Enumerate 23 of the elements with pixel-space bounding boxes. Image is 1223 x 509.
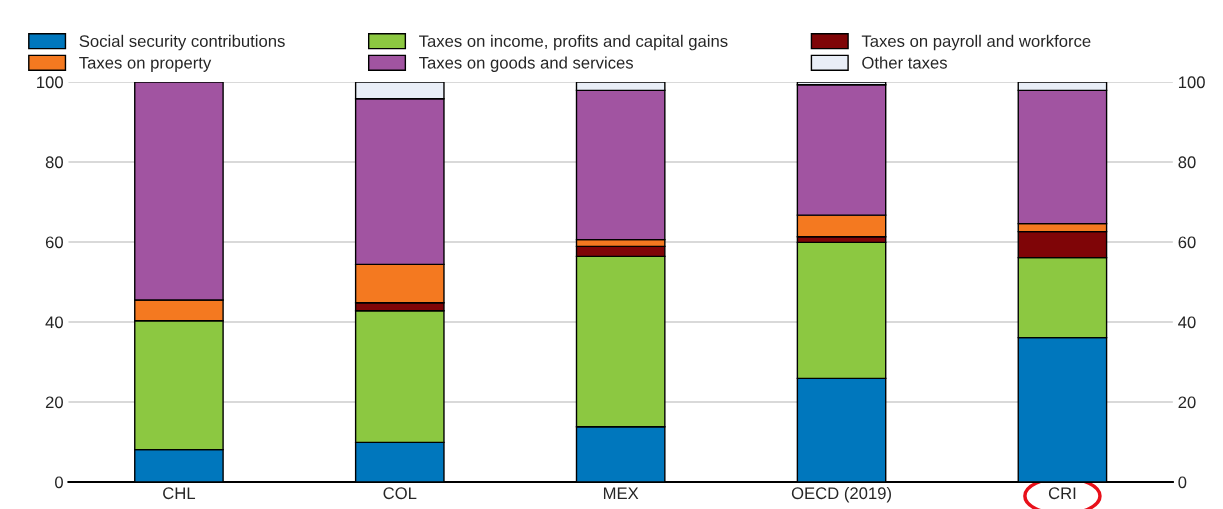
y2-tick-label: 40 <box>1178 316 1196 329</box>
y2-tick-label: 20 <box>1178 396 1196 409</box>
legend-label: Taxes on income, profits and capital gains <box>419 34 728 51</box>
y2-tick-label: 80 <box>1178 156 1196 169</box>
x-tick-label: CRI <box>1048 487 1076 500</box>
y-tick-label: 40 <box>45 316 63 329</box>
x-tick-label: MEX <box>603 487 639 499</box>
x-tick-label: OECD (2019) <box>791 486 891 503</box>
legend-label: Other taxes <box>862 56 947 69</box>
legend-label: Taxes on payroll and workforce <box>861 34 1091 51</box>
y2-tick-label: 60 <box>1178 236 1196 249</box>
y-tick-label: 60 <box>45 236 63 249</box>
y-tick-label: 100 <box>37 76 63 89</box>
y-tick-label: 0 <box>55 476 63 489</box>
y2-tick-label: 100 <box>1178 76 1205 89</box>
y-tick-label: 80 <box>45 156 63 169</box>
legend-label: Taxes on property <box>79 57 212 72</box>
legend-label: Taxes on goods and services <box>419 56 634 72</box>
y-tick-label: 20 <box>45 396 63 409</box>
legend-label: Social security contributions <box>79 34 285 51</box>
y2-tick-label: 0 <box>1178 476 1187 489</box>
x-tick-label: CHL <box>163 487 196 500</box>
x-tick-label: COL <box>383 487 417 500</box>
